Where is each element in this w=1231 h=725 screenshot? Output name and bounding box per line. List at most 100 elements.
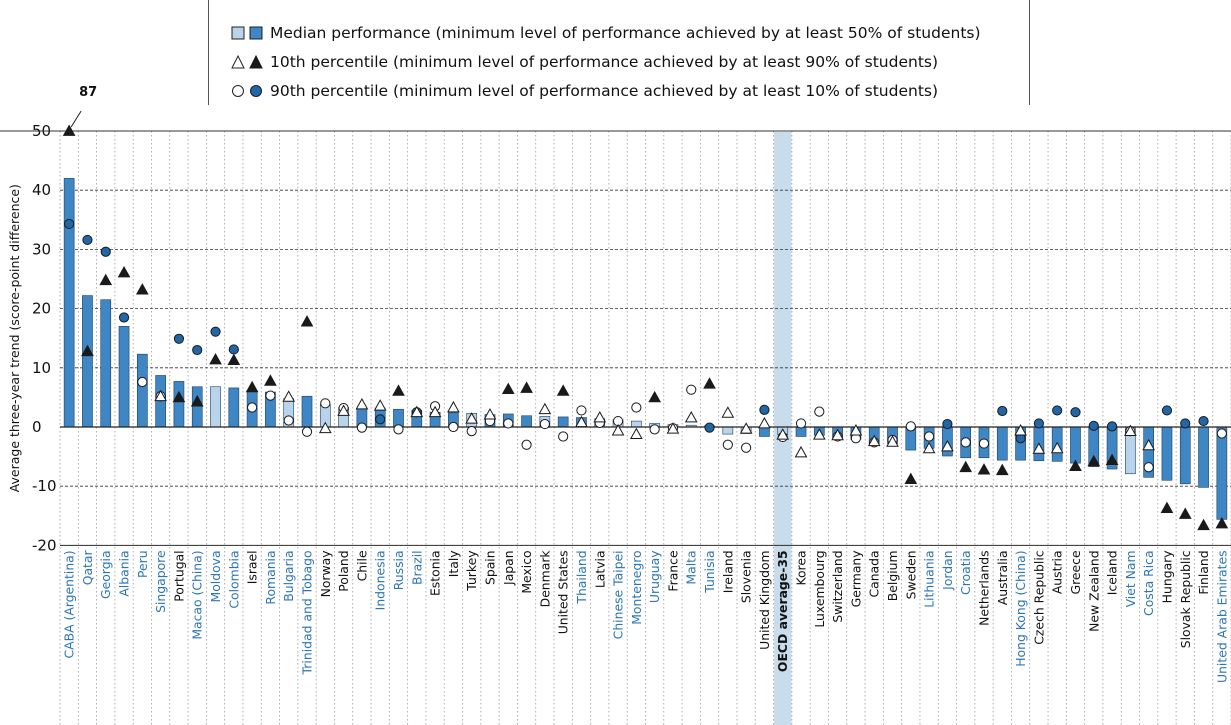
- p90-marker: [503, 418, 514, 429]
- category-label: Croatia: [958, 550, 973, 595]
- category-label: Japan: [501, 550, 516, 586]
- p90-marker: [649, 424, 660, 435]
- category-label: Brazil: [409, 550, 424, 585]
- median-bar: [228, 387, 240, 428]
- legend-median-icon: [231, 26, 263, 40]
- p10-marker: [1014, 424, 1027, 436]
- p90-marker: [301, 426, 313, 437]
- p10-marker: [135, 283, 149, 295]
- p10-marker: [831, 428, 844, 441]
- p90-marker: [320, 398, 331, 409]
- p90-marker: [448, 421, 459, 433]
- p10-marker: [1160, 501, 1174, 514]
- median-bar: [521, 415, 532, 428]
- median-bar: [557, 416, 569, 428]
- p10-marker: [593, 410, 607, 423]
- category-label: Moldova: [208, 550, 223, 602]
- p90-marker: [1216, 428, 1227, 439]
- p90-marker: [521, 439, 532, 450]
- p10-marker: [172, 390, 186, 403]
- p10-marker: [355, 397, 369, 410]
- category-label: Qatar: [80, 550, 95, 586]
- p90-marker: [356, 422, 367, 433]
- legend-p10-label: 10th percentile (minimum level of perfor…: [270, 53, 939, 71]
- category-label: Sweden: [903, 550, 918, 599]
- p90-marker: [173, 333, 185, 344]
- median-bar: [173, 381, 185, 428]
- category-label: Russia: [391, 550, 406, 590]
- legend-p90: 90th percentile (minimum level of perfor…: [231, 82, 938, 100]
- median-bar: [631, 420, 642, 428]
- p90-marker: [64, 218, 75, 230]
- p90-marker: [978, 438, 990, 449]
- category-label: Ireland: [720, 550, 735, 593]
- p90-marker: [247, 402, 258, 413]
- p10-marker: [447, 400, 460, 413]
- y-tick-label: 30: [32, 240, 51, 258]
- p90-marker: [704, 422, 715, 433]
- p10-marker: [245, 380, 259, 393]
- p10-marker: [209, 352, 222, 365]
- p90-marker: [814, 406, 825, 417]
- category-label: Romania: [263, 550, 278, 604]
- p10-marker: [428, 405, 442, 418]
- p90-marker: [265, 390, 276, 401]
- category-label: Australia: [995, 550, 1010, 605]
- median-bar: [301, 395, 313, 428]
- category-label: Montenegro: [629, 550, 644, 624]
- category-label: Canada: [867, 550, 882, 597]
- category-label: OECD average-35: [775, 550, 790, 672]
- p90-marker: [375, 414, 386, 425]
- p10-marker: [666, 422, 680, 434]
- p90-marker: [1180, 418, 1191, 429]
- category-label: Austria: [1050, 550, 1065, 594]
- p10-marker: [337, 404, 350, 416]
- category-label: Greece: [1068, 550, 1083, 594]
- category-label: Chinese Taipei: [611, 550, 626, 639]
- legend-p90-label: 90th percentile (minimum level of perfor…: [270, 82, 939, 100]
- p10-marker: [1215, 516, 1229, 529]
- offscale-value-label: 87: [79, 85, 97, 100]
- category-label: Portugal: [171, 550, 186, 601]
- p10-marker: [227, 353, 241, 366]
- p10-marker: [483, 408, 497, 420]
- category-label: Czech Republic: [1031, 550, 1046, 645]
- p10-marker: [264, 374, 277, 386]
- median-bar: [137, 353, 148, 428]
- category-label: Latvia: [592, 550, 607, 588]
- median-bar: [118, 326, 130, 428]
- category-label: France: [665, 550, 680, 591]
- p90-marker: [192, 344, 203, 356]
- p90-marker: [576, 405, 587, 416]
- p10-marker: [300, 315, 314, 327]
- category-label: Viet Nam: [1123, 550, 1138, 607]
- category-label: Lithuania: [922, 550, 937, 607]
- median-bar: [1070, 426, 1081, 464]
- category-label: Luxembourg: [812, 550, 827, 627]
- y-tick-label: 20: [32, 300, 51, 318]
- median-bar: [722, 426, 734, 435]
- y-tick-label: 40: [32, 181, 51, 199]
- p90-marker: [137, 376, 148, 388]
- category-label: United States: [556, 550, 571, 634]
- p10-marker: [62, 124, 76, 136]
- p10-marker: [794, 445, 808, 458]
- p10-marker: [1124, 424, 1137, 437]
- category-label: Hong Kong (China): [1013, 550, 1028, 666]
- p10-marker: [1087, 454, 1101, 467]
- category-label: New Zealand: [1086, 550, 1101, 631]
- legend-p10: 10th percentile (minimum level of perfor…: [231, 53, 938, 71]
- median-bar: [82, 295, 93, 428]
- p90-marker: [997, 405, 1008, 417]
- category-label: Slovenia: [739, 550, 754, 603]
- category-label: Israel: [245, 550, 260, 584]
- p90-marker: [82, 234, 93, 246]
- category-label: Denmark: [537, 550, 552, 608]
- p90-marker: [1198, 415, 1209, 427]
- median-bar: [1161, 426, 1173, 481]
- median-bar: [1216, 426, 1228, 520]
- p10-marker: [977, 463, 991, 475]
- legend-p90-icon: [232, 85, 262, 97]
- category-label: Estonia: [428, 550, 443, 596]
- median-bar: [1179, 426, 1191, 485]
